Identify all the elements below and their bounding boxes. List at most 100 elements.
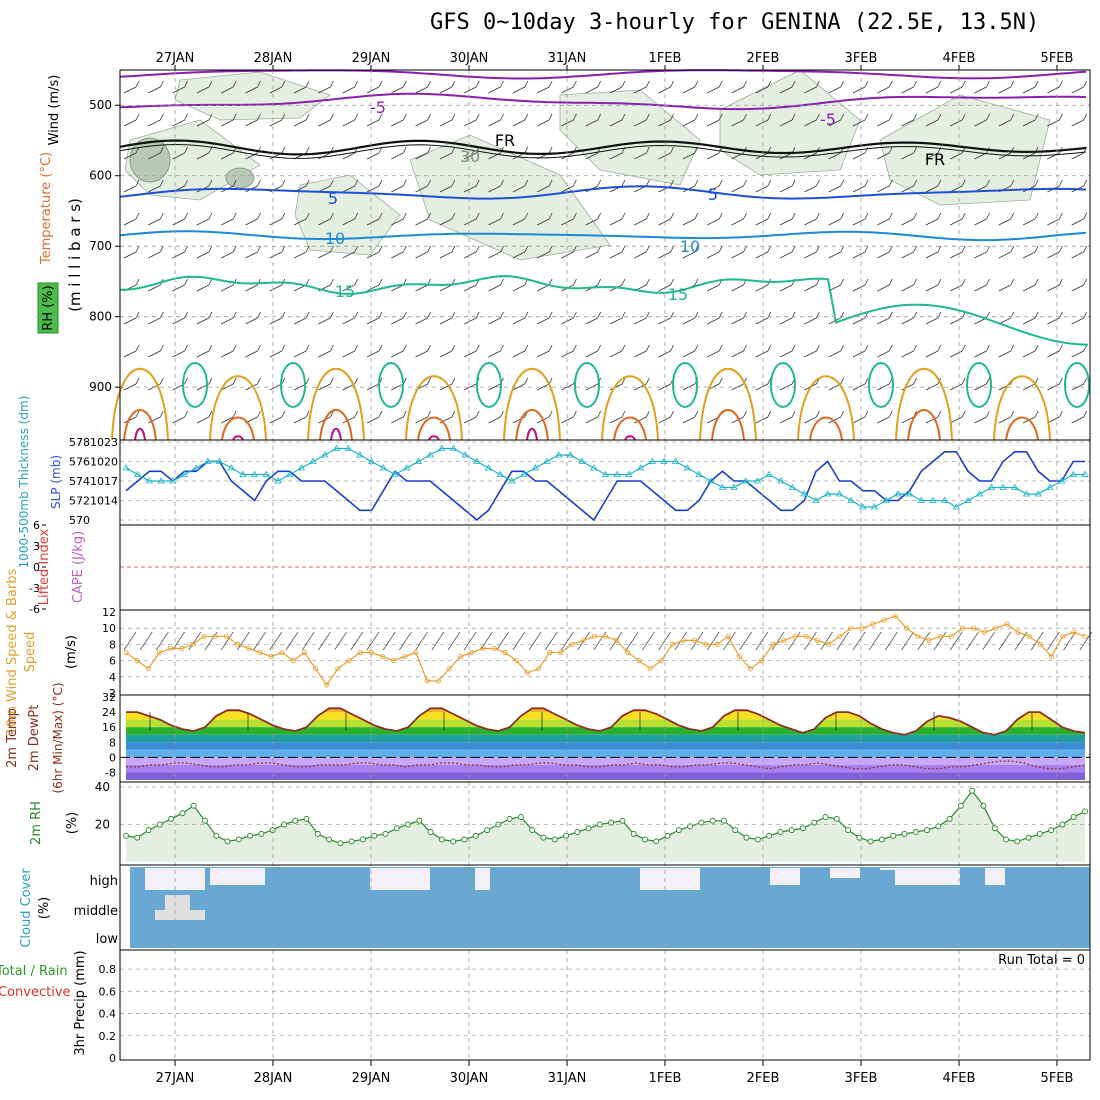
wind-barb [913, 311, 917, 319]
wind-barb [1083, 245, 1088, 253]
rh-marker [134, 834, 141, 841]
wind-speed-marker [647, 666, 653, 672]
wind-barb [464, 350, 477, 358]
precip-group: 0.8 0.6 0.4 0.2 0 Run Total = 0 Total / Rain Co… [0, 950, 1090, 1065]
wind-barb [415, 218, 428, 226]
wind-barb [305, 410, 310, 418]
wind-barb [548, 212, 553, 220]
surface-wind-barb [755, 631, 769, 651]
wind-barb [694, 278, 699, 286]
wind-barb [682, 416, 696, 424]
wind-barb [427, 410, 431, 418]
wind-barb [366, 119, 380, 127]
wind-barb [257, 245, 261, 253]
wind-barb [451, 344, 456, 352]
wind-barb [913, 344, 917, 352]
wind-barb [245, 152, 258, 160]
wind-barb [585, 119, 598, 127]
wind-barb [682, 86, 696, 94]
surface-wind-barb [642, 631, 655, 651]
rh-marker [438, 836, 445, 843]
wind-barb [670, 410, 674, 418]
wind-barb [439, 284, 453, 292]
wind-speed-marker [970, 625, 977, 631]
wind-speed-marker [680, 637, 687, 643]
wind-barb [196, 119, 210, 127]
wind-barb [245, 350, 258, 358]
wind-barb [634, 152, 647, 160]
temp-band [126, 742, 1085, 750]
date-label-top: 31JAN [548, 51, 587, 66]
wind-barb [354, 179, 359, 187]
wind-barb [1047, 251, 1060, 259]
wind-barb [950, 383, 963, 391]
temp-tick: 0 [109, 751, 116, 764]
wind-barb [159, 245, 164, 253]
wind-speed-marker [658, 657, 664, 664]
wind-barb [816, 311, 820, 319]
slp-marker [1057, 477, 1066, 484]
wind-barb [281, 146, 286, 154]
wind-barb [488, 350, 501, 358]
slp-marker [484, 464, 493, 471]
wind-barb [208, 179, 213, 187]
rh-marker [766, 832, 773, 839]
wind-barb [877, 251, 890, 259]
slp-marker [356, 451, 364, 458]
wind-barb [135, 212, 140, 220]
wind-barb [682, 350, 696, 358]
isotherm-plus30 [330, 427, 342, 441]
wind-barb [901, 119, 914, 127]
wind-barb [864, 344, 869, 352]
wind-barb [366, 416, 380, 424]
wind-barb [645, 344, 650, 352]
wind-barb [852, 416, 866, 424]
wind-barb [561, 317, 574, 325]
wind-barb [293, 317, 307, 325]
slp-marker [1034, 490, 1042, 497]
wind-barb [257, 113, 261, 121]
wind-barb [524, 344, 529, 352]
wind-barb [1071, 317, 1084, 325]
wind-barb [901, 218, 914, 226]
wind-barb [330, 179, 334, 187]
wind-barb [196, 251, 210, 259]
rh-marker [935, 823, 942, 830]
wind-barb [961, 80, 966, 88]
wind-barb [1071, 383, 1084, 391]
slp-marker [823, 490, 832, 497]
wind-barb [597, 245, 602, 253]
wind-barb [330, 377, 334, 385]
wind-speed-marker [212, 633, 218, 639]
wind-speed-marker [669, 641, 676, 648]
surface-wind-barb [512, 631, 526, 651]
wind-barb [148, 86, 161, 94]
slp-marker [578, 457, 586, 464]
wind-barb [269, 86, 282, 94]
wind-barb [184, 344, 188, 352]
wind-barb [986, 278, 990, 286]
slp-line [125, 447, 1085, 508]
wind-barb [232, 212, 237, 220]
wind-barb [864, 410, 869, 418]
contour-label: -5 [820, 110, 836, 129]
wind-barb [852, 350, 866, 358]
wind-barb [269, 119, 282, 127]
wind-speed-marker [859, 625, 865, 631]
wind-barb [184, 212, 188, 220]
wind-barb [257, 212, 261, 220]
surface-wind-barb [220, 631, 234, 651]
wind-barb [281, 113, 286, 121]
wind-barb [269, 317, 282, 325]
wind-barb [536, 317, 550, 325]
wind-barb [184, 410, 188, 418]
wind-barb [488, 185, 501, 193]
wind-barb [488, 251, 501, 259]
rh-marker [348, 838, 355, 845]
contour-label: 5 [708, 185, 718, 204]
wind-barb [548, 179, 553, 187]
surface-wind-barb [820, 631, 833, 651]
cloud-units-label: (%) [37, 897, 52, 920]
isotherm-plus15 [119, 275, 1089, 346]
slp-marker [894, 490, 902, 497]
